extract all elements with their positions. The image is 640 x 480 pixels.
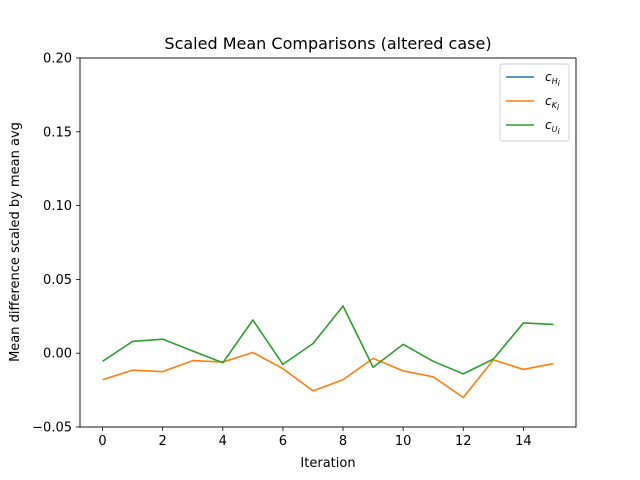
x-tick-label: 2 <box>159 434 167 449</box>
plot-frame <box>79 57 577 428</box>
legend-label: cKi <box>545 94 560 112</box>
series-line-k <box>102 351 554 399</box>
y-tick-label: −0.05 <box>32 421 72 436</box>
y-tick-label: 0.15 <box>43 125 72 140</box>
x-tick-label: 12 <box>455 434 472 449</box>
series-line-u <box>102 305 554 375</box>
x-axis-label: Iteration <box>300 456 355 471</box>
y-tick-label: 0.00 <box>43 347 72 362</box>
legend-label: cUi <box>545 118 560 136</box>
y-tick-label: 0.10 <box>43 199 72 214</box>
legend: cHi cKi cUi <box>499 63 570 142</box>
legend-box <box>499 63 570 142</box>
y-axis-label: Mean difference scaled by mean avg <box>8 122 23 362</box>
y-tick-label: 0.20 <box>43 52 72 67</box>
x-tick-label: 0 <box>98 434 106 449</box>
x-tick-label: 10 <box>395 434 412 449</box>
legend-label: cHi <box>545 70 561 88</box>
y-tick-label: 0.05 <box>43 273 72 288</box>
x-tick-label: 8 <box>339 434 347 449</box>
x-tick-label: 6 <box>279 434 287 449</box>
chart-title: Scaled Mean Comparisons (altered case) <box>164 34 491 53</box>
x-tick-label: 4 <box>219 434 227 449</box>
x-tick-label: 14 <box>515 434 532 449</box>
